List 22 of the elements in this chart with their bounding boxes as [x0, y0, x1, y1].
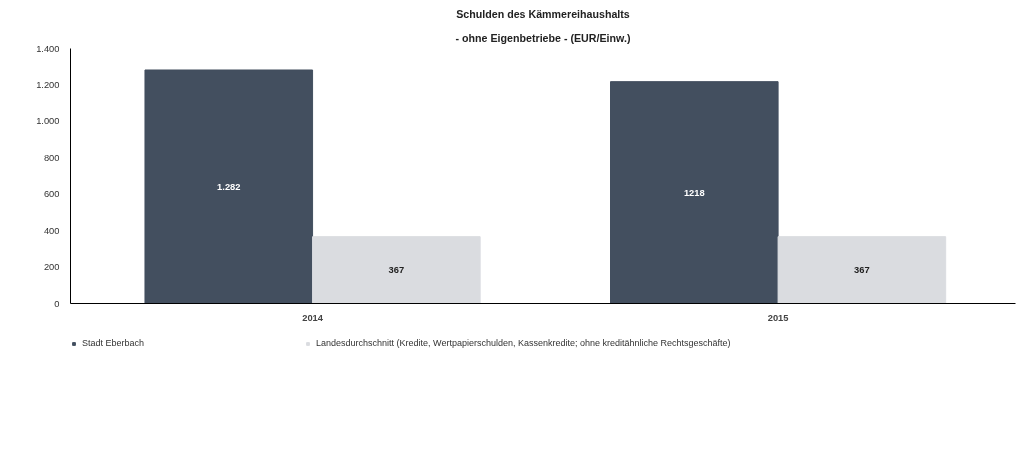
- data-label: 1.282: [217, 181, 241, 192]
- y-tick-label: 200: [43, 262, 60, 273]
- legend-label: Stadt Eberbach: [82, 338, 145, 348]
- x-tick-label: 2014: [302, 312, 324, 323]
- bar: [610, 81, 779, 304]
- y-tick-label: 1.000: [36, 116, 60, 127]
- y-tick-label: 800: [43, 152, 60, 163]
- x-tick-label: 2015: [767, 312, 789, 323]
- y-tick-label: 1.400: [36, 43, 60, 54]
- bar: [144, 69, 314, 304]
- data-label: 367: [388, 265, 405, 276]
- y-tick-label: 0: [54, 298, 60, 309]
- y-tick-label: 1.200: [36, 79, 60, 90]
- legend-label: Landesdurchschnitt (Kredite, Wertpapierschulden, Kassenkredite; ohne kreditähnliche Rechtsgeschäfte): [316, 338, 731, 348]
- data-label: 367: [854, 265, 870, 276]
- y-tick-label: 400: [43, 225, 60, 236]
- data-label: 1218: [683, 187, 705, 198]
- bar: [312, 236, 481, 304]
- chart-title: Schulden des Kämmereihaushalts: [456, 7, 630, 20]
- y-tick-label: 600: [43, 189, 60, 200]
- chart-subtitle: - ohne Eigenbetriebe - (EUR/Einw.): [455, 31, 631, 44]
- bar: [777, 236, 947, 304]
